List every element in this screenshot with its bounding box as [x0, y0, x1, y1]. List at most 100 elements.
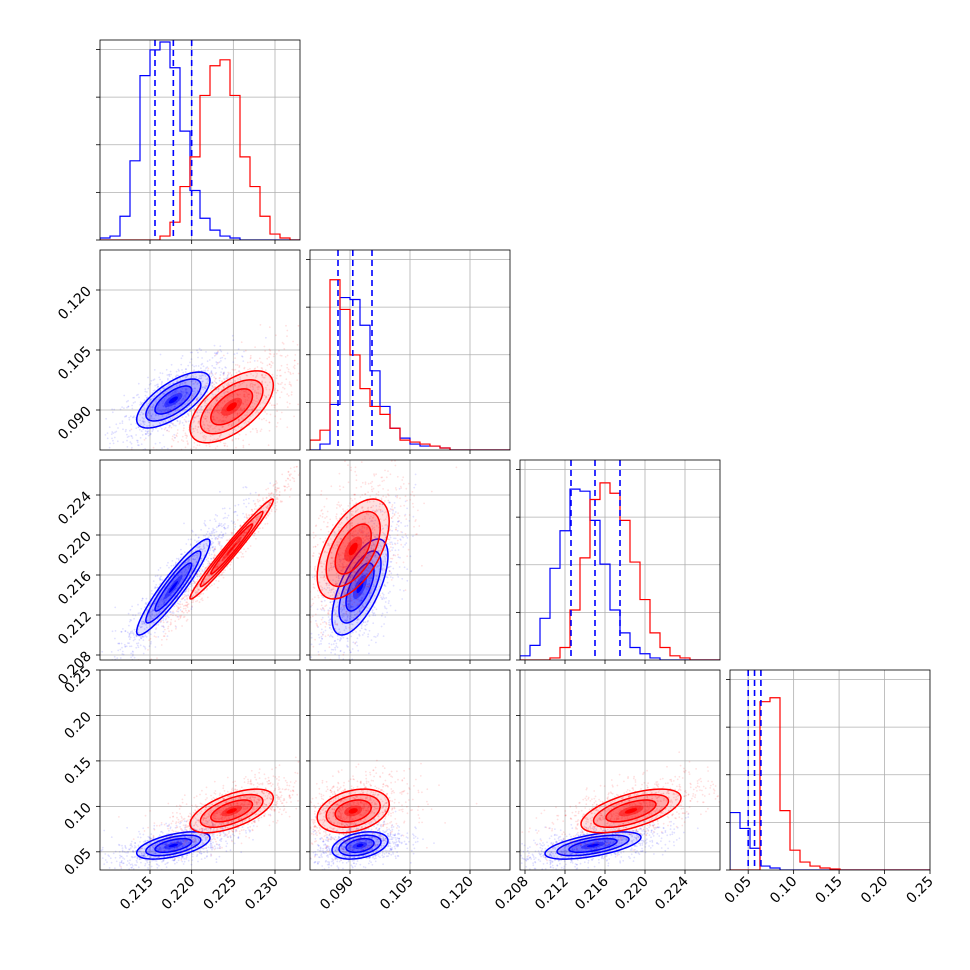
scatter-point	[244, 414, 247, 417]
scatter-point	[211, 546, 214, 549]
scatter-point	[185, 437, 188, 439]
scatter-point	[202, 388, 205, 391]
scatter-point	[289, 373, 292, 375]
scatter-point	[390, 572, 393, 575]
scatter-point	[318, 643, 321, 646]
scatter-point	[143, 620, 145, 623]
scatter-point	[168, 399, 171, 401]
scatter-point	[334, 648, 337, 651]
scatter-point	[175, 389, 178, 391]
scatter-point	[148, 409, 151, 412]
scatter-point	[187, 594, 190, 596]
scatter-point	[217, 387, 219, 390]
scatter-point	[162, 619, 165, 622]
scatter-point	[374, 636, 377, 638]
scatter-point	[176, 420, 179, 423]
scatter-point	[293, 470, 296, 473]
scatter-point	[256, 397, 258, 400]
scatter-point	[255, 395, 258, 397]
scatter-point	[222, 517, 225, 520]
scatter-point	[219, 533, 221, 536]
scatter-point	[207, 367, 210, 370]
scatter-point	[240, 551, 242, 554]
scatter-point	[134, 401, 137, 403]
scatter-point	[144, 388, 147, 390]
scatter-point	[210, 375, 213, 378]
scatter-point	[158, 404, 160, 406]
scatter-point	[174, 391, 176, 394]
scatter-point	[219, 345, 222, 348]
scatter-point	[274, 510, 277, 513]
scatter-point	[192, 383, 194, 385]
scatter-point	[183, 551, 186, 554]
scatter-point	[308, 582, 310, 584]
scatter-point	[271, 395, 274, 398]
scatter-point	[247, 502, 250, 505]
scatter-point	[205, 367, 207, 369]
scatter-point	[251, 402, 254, 404]
scatter-point	[323, 505, 326, 508]
scatter-point	[151, 392, 154, 394]
scatter-point	[322, 631, 325, 633]
scatter-point	[270, 404, 273, 407]
scatter-point	[129, 636, 132, 639]
scatter-point	[159, 567, 162, 569]
scatter-point	[292, 660, 294, 662]
scatter-point	[208, 443, 211, 445]
scatter-point	[204, 400, 207, 403]
scatter-point	[284, 371, 286, 374]
scatter-point	[235, 410, 237, 412]
scatter-point	[215, 438, 218, 441]
scatter-point	[242, 555, 245, 558]
scatter-point	[243, 548, 245, 550]
scatter-point	[120, 642, 123, 645]
scatter-point	[273, 389, 276, 392]
scatter-point	[222, 571, 225, 574]
scatter-point	[172, 564, 175, 567]
scatter-point	[186, 402, 189, 405]
scatter-point	[135, 635, 138, 638]
scatter-point	[137, 444, 139, 446]
scatter-point	[195, 399, 198, 402]
scatter-point	[204, 400, 206, 403]
scatter-point	[196, 349, 198, 352]
scatter-point	[269, 493, 272, 496]
scatter-point	[230, 374, 233, 376]
scatter-point	[218, 536, 220, 539]
scatter-point	[185, 543, 188, 545]
scatter-point	[168, 630, 170, 633]
scatter-point	[205, 417, 207, 420]
scatter-point	[173, 436, 176, 439]
scatter-point	[387, 602, 390, 604]
scatter-point	[306, 463, 308, 465]
scatter-point	[126, 631, 129, 634]
scatter-point	[108, 671, 110, 673]
scatter-point	[269, 366, 272, 369]
scatter-point	[252, 388, 255, 390]
scatter-point	[243, 407, 246, 410]
scatter-point	[220, 574, 223, 576]
scatter-point	[117, 649, 120, 652]
scatter-point	[201, 357, 204, 359]
scatter-point	[334, 646, 336, 649]
blue-histogram	[100, 41, 300, 240]
scatter-point	[234, 504, 237, 507]
scatter-point	[191, 351, 194, 354]
scatter-point	[279, 369, 282, 371]
scatter-point	[170, 406, 173, 408]
scatter-point	[167, 374, 170, 376]
scatter-point	[226, 391, 229, 394]
scatter-point	[194, 380, 197, 383]
scatter-point	[211, 357, 214, 359]
scatter-point	[232, 422, 235, 425]
scatter-point	[287, 485, 290, 488]
scatter-point	[385, 496, 387, 498]
scatter-point	[180, 357, 183, 360]
scatter-point	[321, 376, 323, 378]
scatter-point	[297, 372, 300, 375]
scatter-point	[257, 392, 260, 395]
scatter-point	[278, 349, 280, 352]
scatter-point	[111, 408, 113, 411]
scatter-point	[351, 648, 354, 650]
scatter-point	[155, 414, 158, 416]
